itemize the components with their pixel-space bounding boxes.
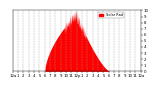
Legend: Solar Rad: Solar Rad [98,12,124,18]
